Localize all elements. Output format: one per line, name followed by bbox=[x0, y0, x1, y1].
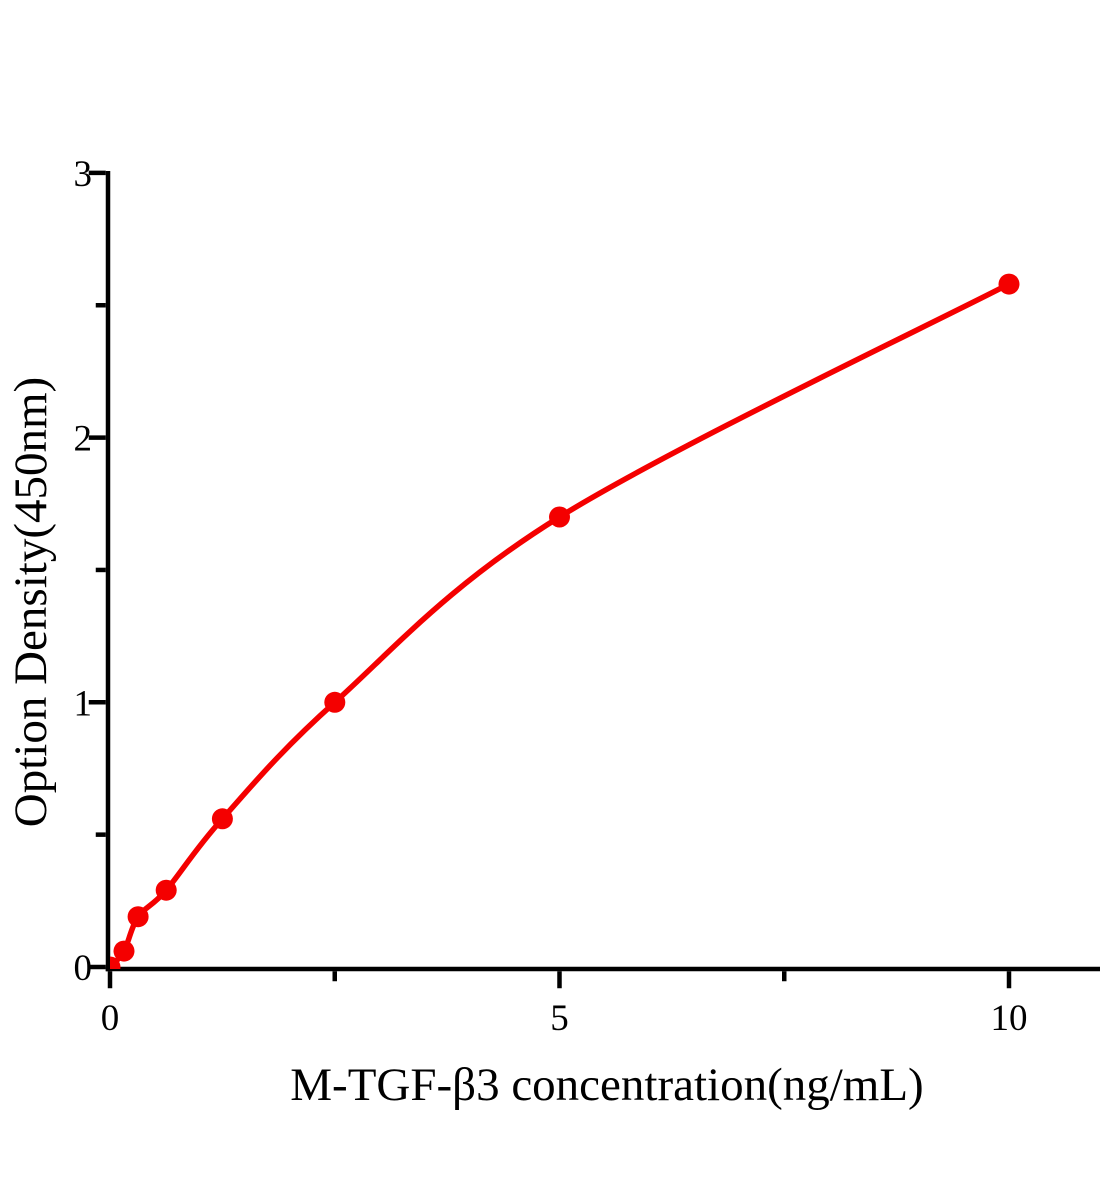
y-tick-label-3: 3 bbox=[74, 154, 93, 195]
data-point-x10 bbox=[998, 273, 1020, 295]
data-point-x0.313 bbox=[127, 906, 149, 928]
x-axis-title: M-TGF-β3 concentration(ng/mL) bbox=[290, 1059, 924, 1111]
x-tick-label-0: 0 bbox=[101, 998, 120, 1039]
standard-curve-line bbox=[110, 281, 1011, 969]
series-group bbox=[110, 273, 1020, 969]
y-tick-label-2: 2 bbox=[74, 419, 93, 460]
x-tick-label-10: 10 bbox=[991, 998, 1028, 1039]
data-point-x0 bbox=[110, 956, 121, 969]
x-tick-label-5: 5 bbox=[550, 998, 569, 1039]
y-tick-label-1: 1 bbox=[74, 683, 93, 724]
y-axis-title: Option Density(450nm) bbox=[5, 376, 57, 828]
data-point-x0.625 bbox=[155, 879, 177, 901]
data-point-x1.25 bbox=[211, 808, 233, 830]
data-point-x2.5 bbox=[324, 691, 346, 713]
data-point-x5 bbox=[549, 506, 570, 528]
y-tick-label-0: 0 bbox=[74, 948, 93, 989]
data-point-x0.156 bbox=[113, 940, 135, 962]
